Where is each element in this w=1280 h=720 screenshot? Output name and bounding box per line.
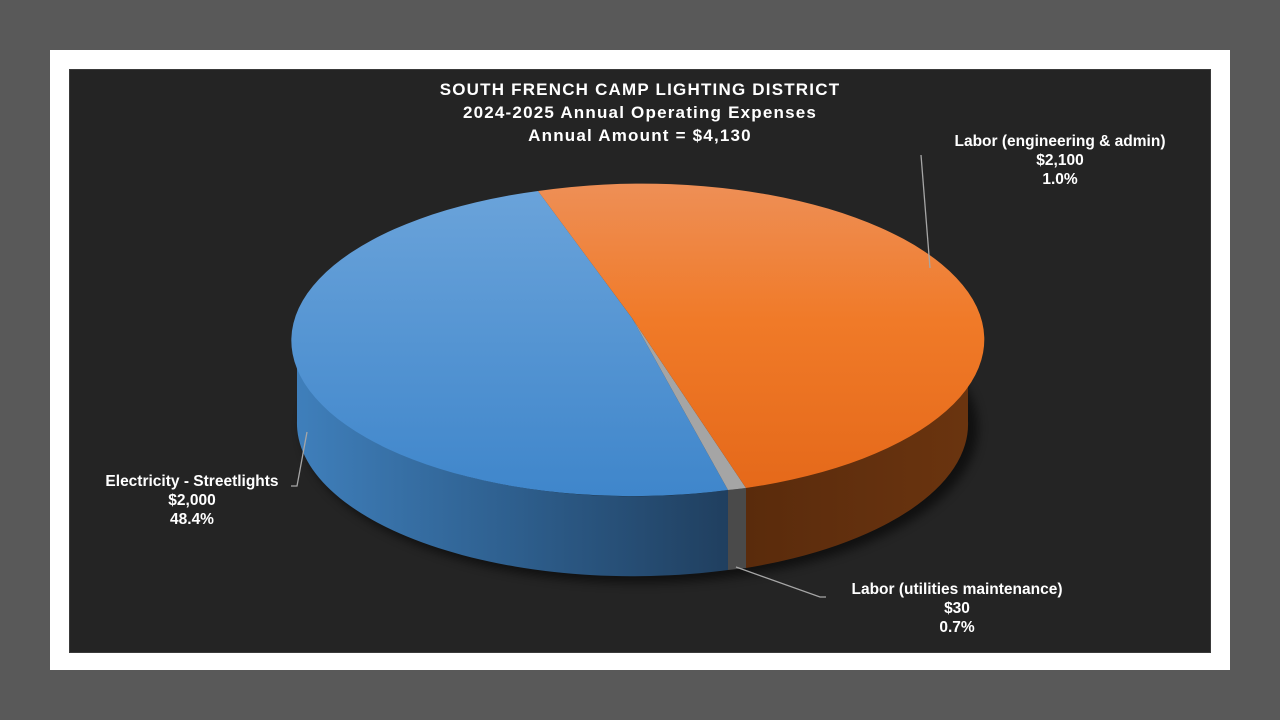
slice-side-electricity bbox=[296, 341, 728, 577]
slice-side-engineering bbox=[746, 341, 969, 568]
leader-line-utilities bbox=[735, 566, 826, 598]
leader-line-engineering bbox=[920, 154, 931, 269]
slice-engineering[interactable] bbox=[538, 183, 985, 488]
label-utilities-pct: 0.7% bbox=[939, 619, 975, 636]
slice-electricity[interactable] bbox=[291, 191, 728, 497]
label-engineering-name: Labor (engineering & admin) bbox=[954, 133, 1166, 150]
label-utilities: Labor (utilities maintenance) $30 0.7% bbox=[826, 580, 1088, 637]
label-engineering-pct: 1.0% bbox=[1042, 171, 1078, 188]
label-engineering: Labor (engineering & admin) $2,100 1.0% bbox=[930, 132, 1190, 189]
chart-title: SOUTH FRENCH CAMP LIGHTING DISTRICT bbox=[439, 80, 841, 99]
leader-line-electricity bbox=[291, 431, 308, 487]
label-electricity-pct: 48.4% bbox=[170, 511, 214, 528]
label-electricity-value: $2,000 bbox=[168, 492, 216, 509]
slice-utilities[interactable] bbox=[632, 318, 746, 490]
chart-subtitle: 2024-2025 Annual Operating Expenses bbox=[462, 103, 818, 122]
slice-side-utilities bbox=[728, 488, 746, 570]
label-utilities-name: Labor (utilities maintenance) bbox=[851, 581, 1063, 598]
label-utilities-value: $30 bbox=[944, 600, 970, 617]
chart-total: Annual Amount = $4,130 bbox=[528, 126, 752, 145]
label-engineering-value: $2,100 bbox=[1036, 152, 1084, 169]
label-electricity-name: Electricity - Streetlights bbox=[105, 473, 279, 490]
label-electricity: Electricity - Streetlights $2,000 48.4% bbox=[84, 472, 300, 529]
